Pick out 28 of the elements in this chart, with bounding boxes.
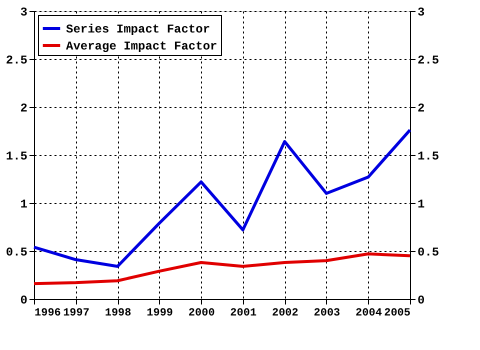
y-tick-label: 1 (20, 198, 28, 212)
line-series (32, 252, 412, 286)
y2-tick-label: 2.5 (418, 54, 440, 68)
x-tick-label: 2000 (188, 308, 215, 320)
y2-tick-label: 2 (418, 102, 425, 116)
y-tick-label: 2 (20, 102, 28, 116)
x-tick-label: 2001 (230, 308, 257, 320)
x-tick-label: 2005 (384, 308, 411, 320)
y2-tick-label: 0 (418, 294, 425, 308)
x-tick-label: 2003 (314, 308, 341, 320)
y2-tick-label: 3 (418, 6, 425, 20)
line-series (32, 128, 412, 268)
y2-tick-label: 0.5 (418, 246, 440, 260)
x-tick-label: 1998 (104, 308, 132, 320)
x-tick-label: 1996 (34, 308, 61, 320)
x-tick-label: 1997 (63, 308, 90, 320)
y-tick-label: 0.5 (6, 246, 28, 260)
y-tick-label: 1.5 (6, 150, 28, 164)
y2-tick-label: 1.5 (418, 150, 440, 164)
y2-tick-label: 1 (418, 198, 425, 212)
y-tick-label: 2.5 (6, 54, 28, 68)
legend-label: Average Impact Factor (66, 40, 218, 54)
y-tick-label: 0 (20, 294, 28, 308)
x-tick-label: 2004 (356, 308, 382, 320)
y-tick-label: 3 (20, 6, 28, 20)
legend-label: Series Impact Factor (66, 22, 210, 36)
x-tick-label: 2002 (272, 308, 298, 320)
x-tick-label: 1999 (146, 308, 174, 320)
